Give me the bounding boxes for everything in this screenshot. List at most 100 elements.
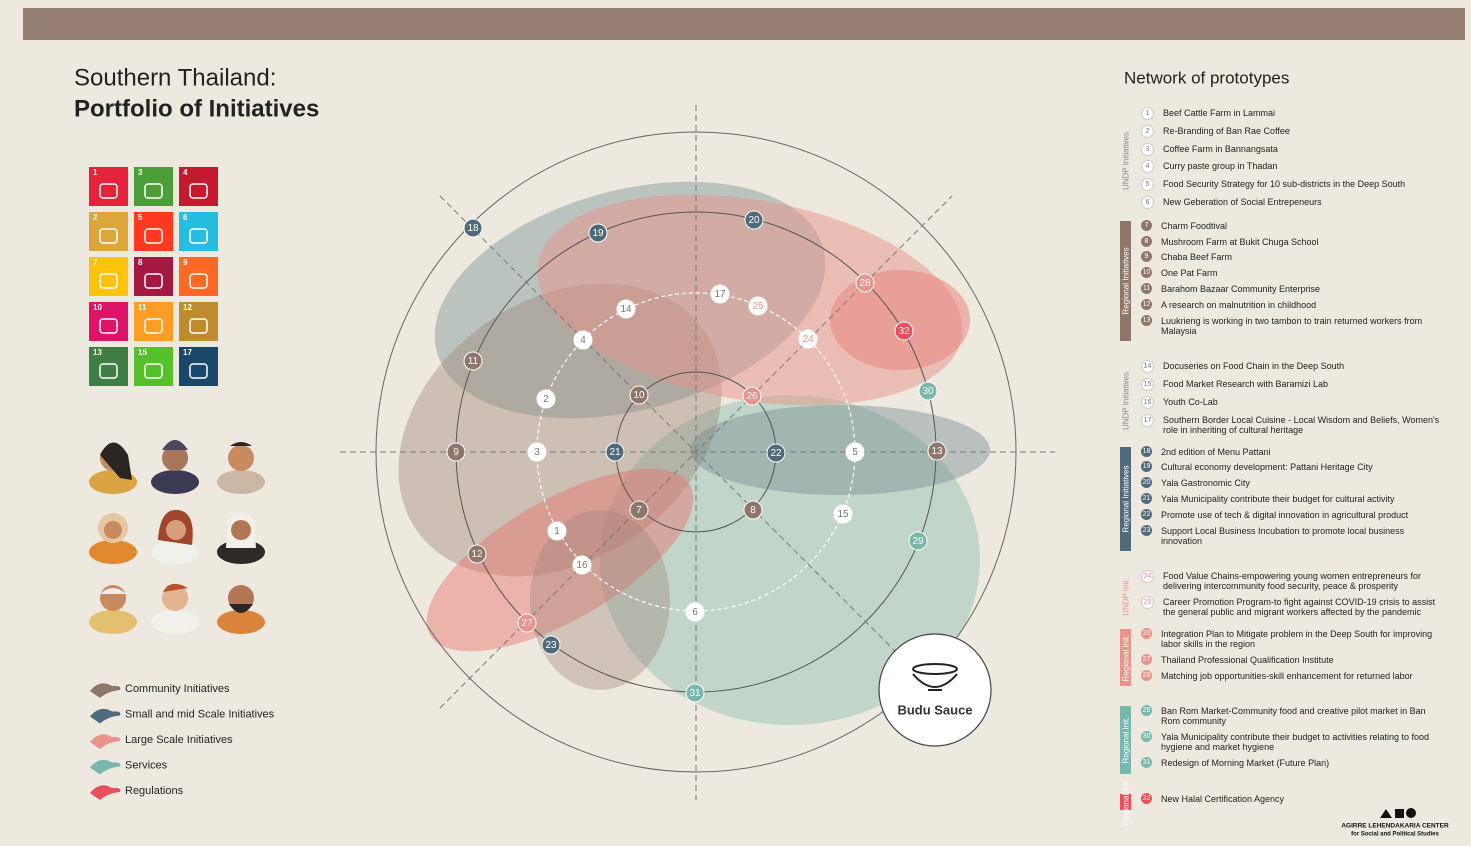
- node-label: 25: [752, 301, 764, 312]
- group-label: Regional Init.: [1121, 778, 1130, 825]
- item-text: Chaba Beef Farm: [1161, 252, 1232, 262]
- node-label: 1: [554, 526, 560, 537]
- item-text: Mushroom Farm at Bukit Chuga School: [1161, 237, 1319, 247]
- group-label: UNDP Initiatives: [1121, 372, 1130, 430]
- legend-label: Large Scale Initiatives: [125, 734, 233, 746]
- item-number: 4: [1141, 160, 1154, 173]
- item-text: Re-Branding of Ban Rae Coffee: [1163, 126, 1290, 138]
- item: 14Docuseries on Food Chain in the Deep S…: [1141, 361, 1440, 373]
- item: 3Coffee Farm in Bannangsata: [1141, 144, 1405, 156]
- node-label: 31: [689, 688, 701, 699]
- group-items: 29 Ban Rom Market-Community food and crea…: [1141, 706, 1440, 773]
- item: 9 Chaba Beef Farm: [1141, 252, 1440, 262]
- sdg-number: 9: [183, 258, 188, 267]
- item-number: 22: [1141, 509, 1152, 520]
- legend-label: Community Initiatives: [125, 683, 230, 695]
- node-label: 7: [636, 505, 642, 516]
- item-text: New Geberation of Social Entrepeneurs: [1163, 197, 1322, 209]
- node-label: 20: [748, 215, 760, 226]
- node-label: 22: [770, 448, 782, 459]
- node-label: 21: [609, 447, 621, 458]
- sdg-number: 13: [93, 348, 102, 357]
- item-number: 16: [1141, 396, 1154, 409]
- budu-label: Budu Sauce: [897, 702, 972, 717]
- item: 19Cultural economy development: Pattani …: [1141, 462, 1440, 472]
- item-text: Southern Border Local Cuisine - Local Wi…: [1163, 415, 1440, 435]
- node-label: 15: [837, 509, 849, 520]
- item-text: Food Value Chains-empowering young women…: [1163, 571, 1440, 591]
- item-text: New Halal Certification Agency: [1161, 794, 1284, 804]
- sdg-number: 6: [183, 213, 188, 222]
- node-label: 24: [802, 334, 814, 345]
- item-text: Food Security Strategy for 10 sub-distri…: [1163, 179, 1405, 191]
- item-number: 23: [1141, 525, 1152, 536]
- item-number: 30: [1141, 731, 1152, 742]
- item-text: Coffee Farm in Bannangsata: [1163, 144, 1278, 156]
- node-label: 13: [931, 446, 943, 457]
- sdg-number: 11: [138, 303, 147, 312]
- node-label: 9: [453, 447, 459, 458]
- footer-org: AGIRRE LEHENDAKARIA CENTER: [1341, 823, 1449, 830]
- group-label: UNDP Init.: [1121, 578, 1130, 616]
- item-number: 29: [1141, 705, 1152, 716]
- item: 5 Food Security Strategy for 10 sub-distr…: [1141, 179, 1405, 191]
- footer-sub: for Social and Political Studies: [1351, 832, 1439, 838]
- group-bar: Regional Init.: [1120, 629, 1131, 686]
- sdg-number: 1: [93, 168, 98, 177]
- item: 29 Ban Rom Market-Community food and crea…: [1141, 706, 1440, 726]
- item-number: 27: [1141, 654, 1152, 665]
- title-line1: Southern Thailand:: [74, 64, 276, 91]
- item-number: 13: [1141, 315, 1152, 326]
- group-bar: UNDP Initiatives: [1120, 108, 1131, 215]
- item-number: 5: [1141, 178, 1154, 191]
- network-title: Network of prototypes: [1124, 68, 1289, 87]
- group-items: 24Food Value Chains-empowering young wom…: [1141, 571, 1440, 623]
- item-number: 20: [1141, 477, 1152, 488]
- node-label: 6: [692, 607, 698, 618]
- budu-badge: Budu Sauce: [879, 634, 991, 746]
- group-label: Regional Init.: [1121, 634, 1130, 681]
- item-text: Ban Rom Market-Community food and creati…: [1161, 706, 1440, 726]
- item-number: 9: [1141, 251, 1152, 262]
- item-number: 10: [1141, 267, 1152, 278]
- node-label: 14: [620, 304, 632, 315]
- legend-label: Regulations: [125, 785, 184, 797]
- group-label: UNDP Initiatives: [1121, 132, 1130, 190]
- group-label: Regional Initiatives: [1121, 247, 1130, 314]
- legend-icon: [90, 734, 120, 749]
- legend-icon: [90, 785, 120, 800]
- node-label: 16: [576, 560, 588, 571]
- item-number: 28: [1141, 670, 1152, 681]
- legend: Community Initiatives Small and mid Scale…: [90, 683, 275, 800]
- item: 2Re-Branding of Ban Rae Coffee: [1141, 126, 1405, 138]
- item-text: Matching job opportunities-skill enhance…: [1161, 671, 1413, 681]
- item-number: 25: [1141, 596, 1154, 609]
- group: Regional Init.32New Halal Certification …: [1120, 794, 1440, 810]
- item-number: 21: [1141, 493, 1152, 504]
- item-number: 17: [1141, 414, 1154, 427]
- item-text: 2nd edition of Menu Pattani: [1161, 447, 1271, 457]
- sdg-number: 12: [183, 303, 192, 312]
- legend-label: Small and mid Scale Initiatives: [125, 708, 275, 720]
- item: 182nd edition of Menu Pattani: [1141, 447, 1440, 457]
- item-text: Beef Cattle Farm in Lammai: [1163, 108, 1275, 120]
- item-text: Docuseries on Food Chain in the Deep Sou…: [1163, 361, 1344, 373]
- item-number: 31: [1141, 757, 1152, 768]
- blobs: [342, 142, 990, 725]
- node-label: 5: [852, 447, 858, 458]
- group-bar: Regional Initiatives: [1120, 447, 1131, 552]
- item-text: Barahom Bazaar Community Enterprise: [1161, 284, 1320, 294]
- item: 21Yala Municipality contribute their bud…: [1141, 494, 1440, 504]
- sdg-number: 10: [93, 303, 102, 312]
- group-items: 26Integration Plan to Mitigate problem i…: [1141, 629, 1440, 686]
- item-number: 26: [1141, 628, 1152, 639]
- node-label: 26: [746, 391, 758, 402]
- group: Regional Initiatives7Charm Foodtival8Mus…: [1120, 221, 1440, 342]
